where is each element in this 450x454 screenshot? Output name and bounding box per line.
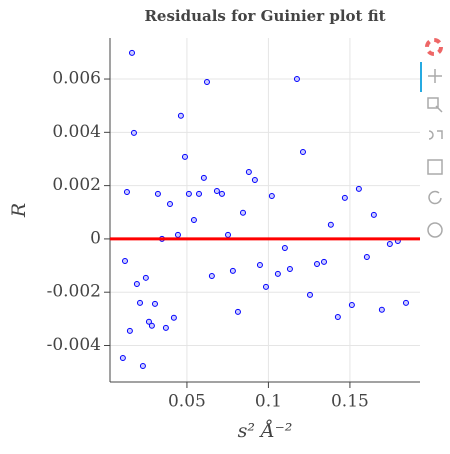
point <box>348 301 355 308</box>
point <box>268 193 275 200</box>
point <box>313 260 320 267</box>
point <box>213 187 220 194</box>
point <box>218 190 225 197</box>
point <box>334 313 341 320</box>
box-zoom-tool[interactable] <box>427 97 443 113</box>
point <box>256 262 263 269</box>
point <box>321 258 328 265</box>
plot-area: -0.004 -0.002 0 0.002 0.004 0.006 0.05 0.1 0.15 <box>47 38 420 412</box>
point <box>195 190 202 197</box>
point <box>145 318 152 325</box>
point <box>174 231 181 238</box>
point <box>386 240 393 247</box>
point <box>200 174 207 181</box>
y-tick-label: -0.004 <box>47 335 101 355</box>
point <box>251 177 258 184</box>
point <box>166 201 173 208</box>
point <box>286 266 293 273</box>
y-tick-label: 0.002 <box>52 175 101 195</box>
chart-title: Residuals for Guinier plot fit <box>144 7 385 25</box>
point <box>129 49 136 56</box>
point <box>293 76 300 83</box>
point <box>245 169 252 176</box>
point <box>274 270 281 277</box>
point <box>378 306 385 313</box>
point <box>151 300 158 307</box>
pan-tool[interactable] <box>428 69 442 83</box>
point <box>181 153 188 160</box>
point <box>142 274 149 281</box>
point <box>355 185 362 192</box>
point <box>119 355 126 362</box>
point <box>126 327 133 334</box>
x-tick-label: 0.1 <box>255 392 282 412</box>
point <box>299 149 306 156</box>
point <box>363 254 370 261</box>
point <box>239 209 246 216</box>
point <box>162 324 169 331</box>
wheel-zoom-tool[interactable] <box>428 130 443 140</box>
help-tool[interactable] <box>427 222 443 238</box>
point <box>341 194 348 201</box>
point <box>148 322 155 329</box>
point <box>133 280 140 287</box>
point <box>402 299 409 306</box>
y-axis-label: R <box>8 203 30 218</box>
y-tick-label: 0.004 <box>52 122 101 142</box>
y-tick-label: -0.002 <box>47 282 101 302</box>
point <box>136 299 143 306</box>
save-tool[interactable] <box>427 159 443 175</box>
point <box>170 314 177 321</box>
x-axis-label: s² Å⁻² <box>238 420 293 442</box>
point <box>208 272 215 279</box>
point <box>225 231 232 238</box>
point <box>130 129 137 136</box>
point <box>185 190 192 197</box>
x-tick-label: 0.05 <box>168 392 206 412</box>
point <box>370 211 377 218</box>
point <box>139 363 146 370</box>
point <box>121 258 128 265</box>
toolbar <box>420 38 443 238</box>
point <box>234 308 241 315</box>
point <box>190 216 197 223</box>
point <box>177 112 184 119</box>
bokeh-logo[interactable] <box>425 38 443 56</box>
point <box>229 267 236 274</box>
point <box>281 244 288 251</box>
point <box>262 283 269 290</box>
point <box>306 291 313 298</box>
reset-tool[interactable] <box>428 190 442 205</box>
point <box>327 221 334 228</box>
point <box>154 190 161 197</box>
point <box>123 189 130 196</box>
x-tick-label: 0.15 <box>331 392 369 412</box>
point <box>203 78 210 85</box>
y-tick-label: 0.006 <box>52 69 101 89</box>
y-tick-label: 0 <box>90 228 101 248</box>
